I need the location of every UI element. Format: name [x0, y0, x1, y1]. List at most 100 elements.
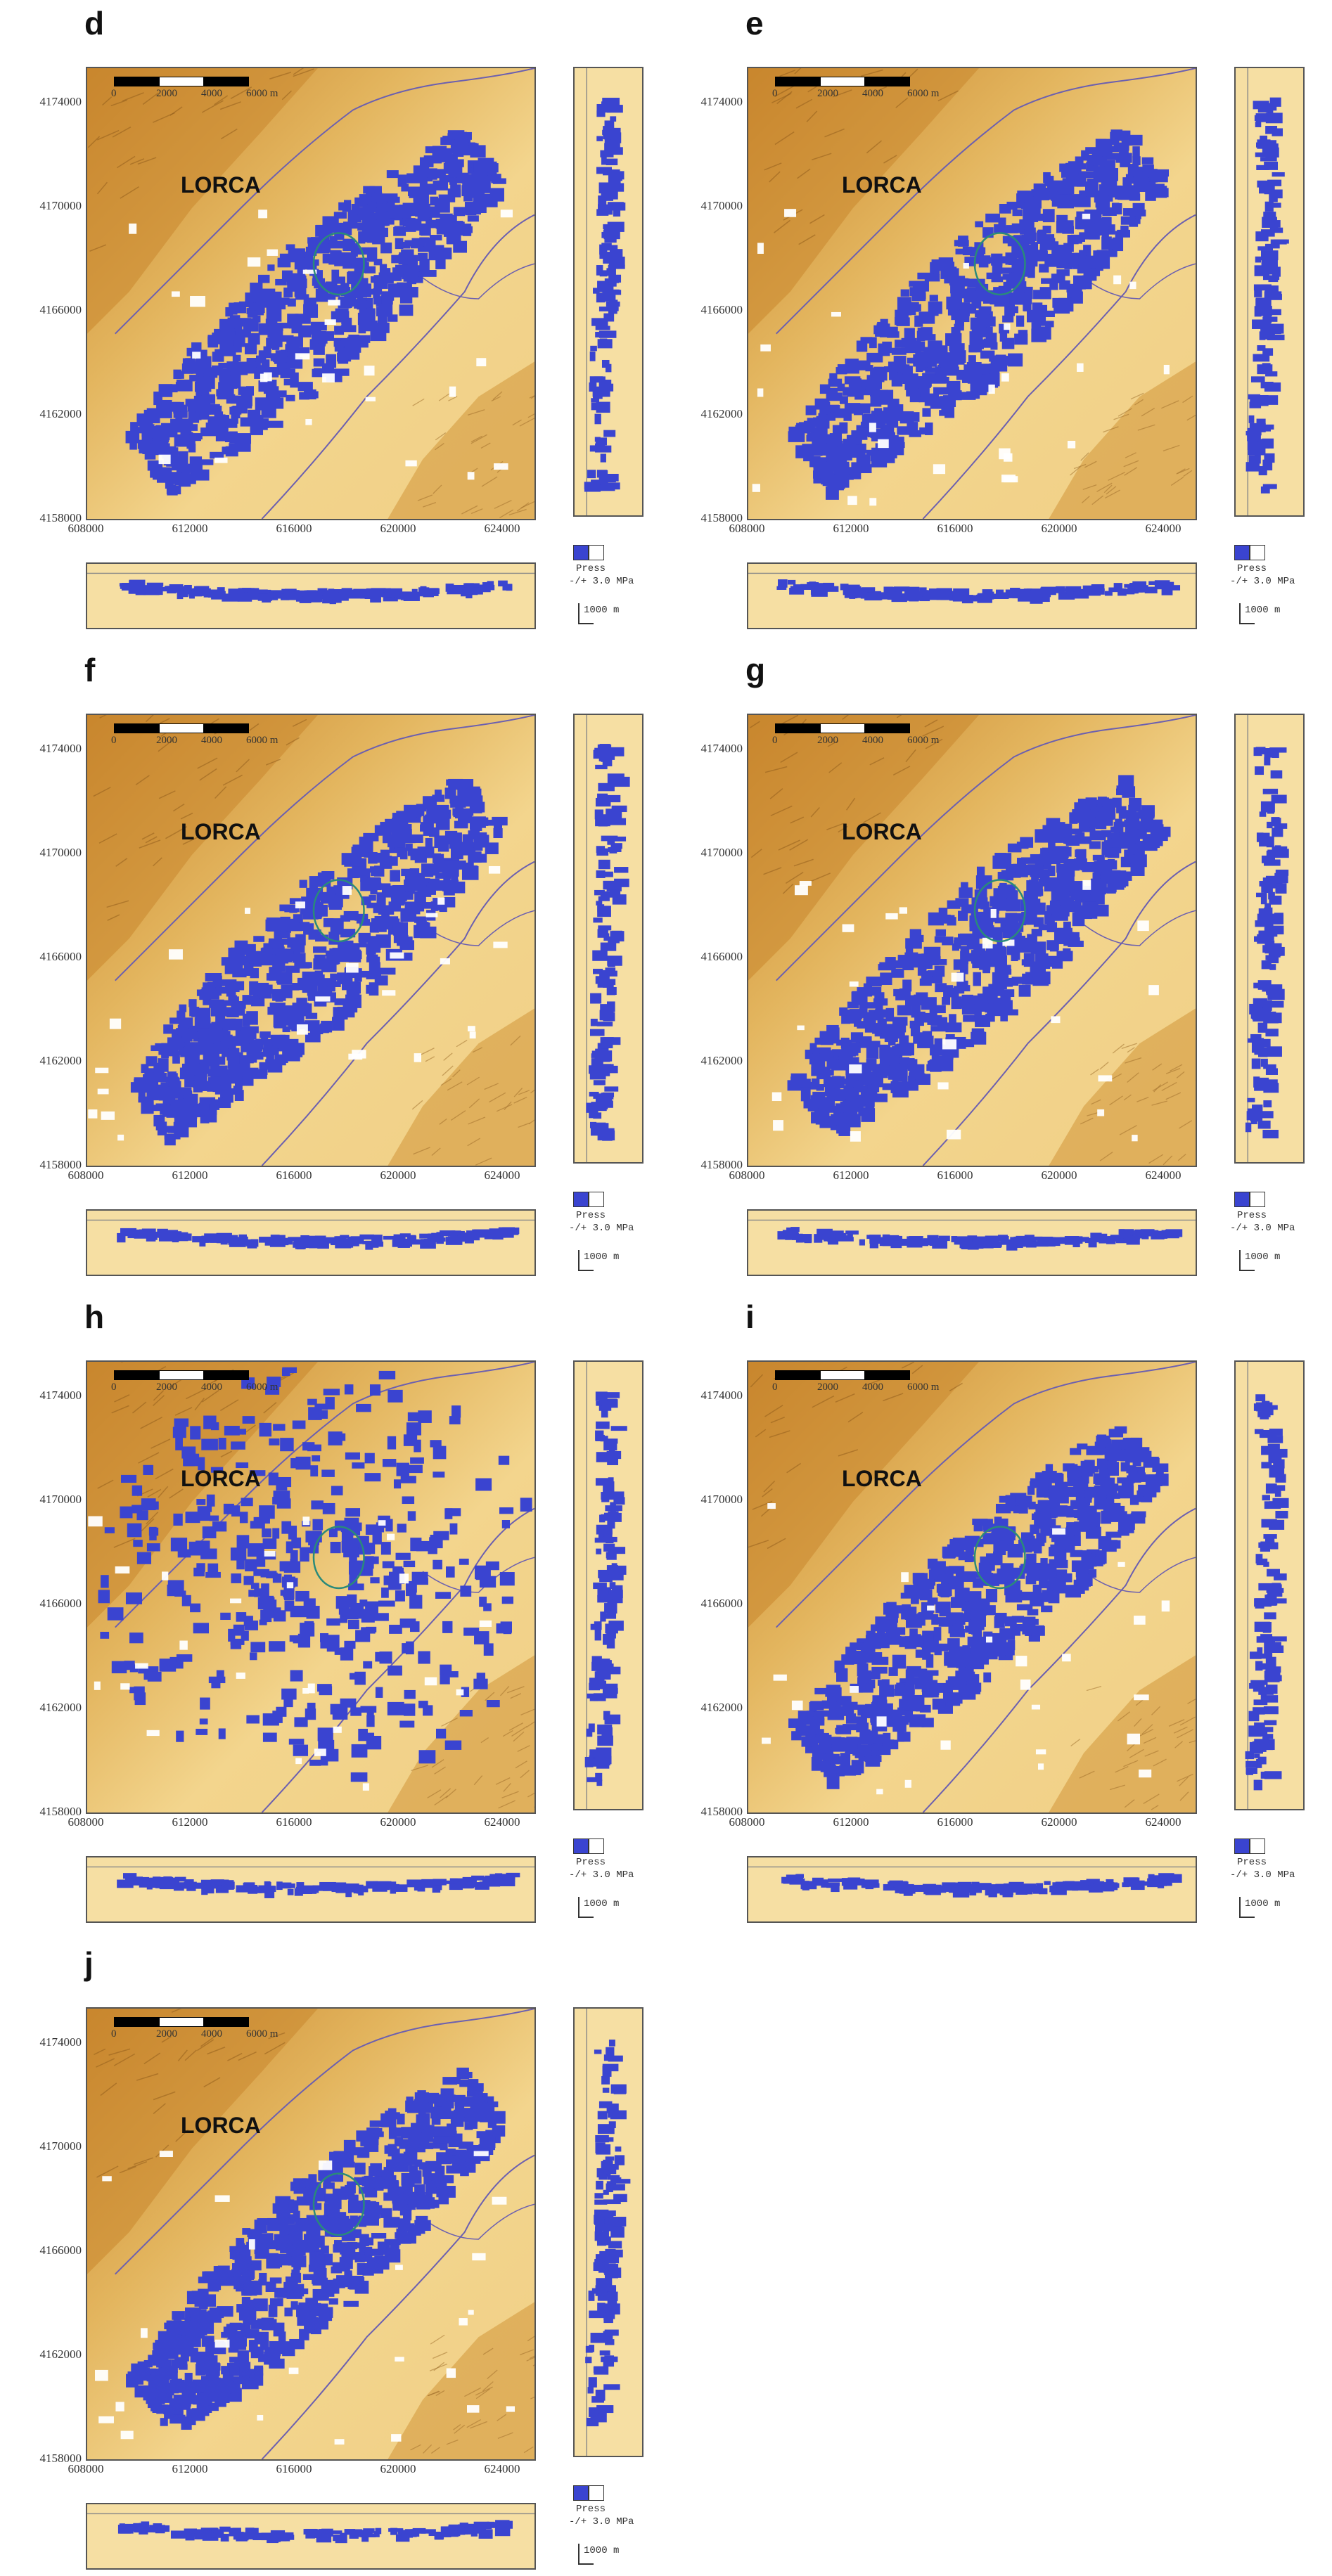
hillshade-stroke: [1099, 1062, 1109, 1070]
ns-anomaly-cell: [591, 318, 608, 326]
ew-anomaly-cell: [1132, 1235, 1141, 1240]
ew-anomaly-cell: [229, 1237, 244, 1244]
cross-section-ew: [86, 1856, 536, 1923]
ns-anomaly-cell: [1265, 921, 1274, 928]
ns-anomaly-cell: [1275, 869, 1289, 876]
ns-anomaly-cell: [606, 1001, 615, 1012]
ew-anomaly-cell: [1167, 1232, 1179, 1239]
hillshade-stroke: [864, 1379, 881, 1386]
hillshade-stroke: [911, 1365, 923, 1374]
y-tick-label: 4162000: [39, 407, 82, 420]
ew-anomaly-cell: [347, 1883, 354, 1888]
ns-anomaly-cell: [602, 1593, 613, 1601]
no-data-cell: [1051, 1016, 1061, 1024]
scale-bar-segment: [820, 1370, 865, 1380]
ew-anomaly-cell: [1093, 1883, 1108, 1891]
ns-anomaly-cell: [1274, 849, 1289, 858]
hillshade-stroke: [113, 1538, 136, 1548]
ew-anomaly-cell: [393, 1234, 404, 1243]
no-data-cell: [305, 418, 312, 425]
ns-anomaly-cell: [607, 2175, 616, 2180]
no-data-cell: [1097, 1109, 1105, 1116]
hillshade-stroke: [433, 2362, 445, 2371]
hillshade-stroke: [423, 502, 437, 508]
hillshade-stroke: [511, 1726, 527, 1737]
depth-scale-bar: [578, 2544, 579, 2565]
ns-anomaly-cell: [598, 205, 607, 212]
no-data-cell: [102, 2176, 112, 2182]
ew-anomaly-cell: [278, 593, 287, 598]
ew-anomaly-cell: [373, 2531, 380, 2537]
cross-section-ew-canvas: [87, 1866, 534, 1898]
ns-anomaly-cell: [1258, 1583, 1273, 1591]
ns-anomaly-cell: [1275, 1485, 1286, 1491]
ns-anomaly-cell: [596, 818, 608, 825]
ns-anomaly-cell: [1268, 1405, 1278, 1410]
ew-anomaly-cell: [161, 2525, 170, 2532]
ns-anomaly-cell: [593, 288, 600, 294]
hillshade-stroke: [873, 86, 888, 94]
no-data-cell: [1139, 1769, 1152, 1778]
ew-anomaly-cell: [337, 1240, 354, 1248]
ew-anomaly-cell: [262, 2534, 275, 2540]
cross-section-ns-canvas: [585, 2009, 631, 2456]
hillshade-stroke: [184, 2049, 197, 2061]
cross-section-ns-canvas: [584, 68, 626, 515]
hillshade-stroke: [473, 1775, 483, 1786]
no-data-cell: [446, 2368, 456, 2378]
hillshade-stroke: [137, 157, 157, 165]
ew-anomaly-cell: [288, 1237, 304, 1242]
depth-scale-label: 1000 m: [584, 1898, 620, 1910]
ew-anomaly-cell: [345, 1888, 352, 1898]
y-tick-label: 4162000: [39, 2348, 82, 2361]
ew-anomaly-cell: [191, 1882, 208, 1889]
no-data-cell: [752, 484, 760, 492]
hillshade-stroke: [1084, 461, 1097, 468]
hillshade-stroke: [896, 715, 902, 719]
ns-anomaly-cell: [593, 1693, 606, 1701]
ns-anomaly-cell: [1255, 321, 1271, 328]
ns-anomaly-cell: [600, 891, 618, 898]
ns-anomaly-cell: [1272, 128, 1283, 136]
ns-anomaly-cell: [1259, 1653, 1267, 1659]
ew-anomaly-cell: [1080, 1883, 1089, 1888]
y-tick-label: 4158000: [39, 1158, 82, 1171]
no-data-cell: [88, 1109, 98, 1119]
hillshade-stroke: [293, 68, 305, 75]
hillshade-stroke: [1118, 408, 1132, 417]
hillshade-stroke: [496, 1104, 513, 1112]
hillshade-stroke: [146, 1512, 159, 1525]
no-data-cell: [1004, 323, 1011, 330]
epicentre-ellipse: [312, 879, 365, 943]
hillshade-stroke: [132, 1401, 147, 1414]
ew-anomaly-cell: [824, 1235, 830, 1242]
ns-anomaly-cell: [596, 209, 609, 216]
no-data-cell: [1077, 363, 1084, 372]
hillshade-stroke: [1096, 482, 1113, 492]
legend-swatch-positive: [589, 2485, 604, 2501]
ns-anomaly-cell: [615, 2146, 622, 2152]
hillshade-stroke: [114, 1394, 130, 1403]
x-tick-label: 624000: [1145, 522, 1181, 535]
no-data-cell: [115, 1566, 130, 1574]
place-label: LORCA: [842, 819, 922, 844]
ns-anomaly-cell: [599, 1010, 614, 1021]
fault-line-south: [261, 214, 534, 519]
cross-section-ew-canvas: [748, 1219, 1196, 1251]
scale-bar-segment: [114, 2017, 159, 2027]
ew-anomaly-cell: [406, 1235, 416, 1244]
no-data-cell: [494, 463, 508, 470]
no-data-cell: [1134, 1616, 1146, 1625]
no-data-cell: [469, 1031, 476, 1039]
scale-bar-label: 4000: [201, 2028, 222, 2040]
cross-section-ew-canvas: [87, 2513, 534, 2544]
hillshade-stroke: [770, 805, 793, 816]
ns-anomaly-cell: [590, 993, 602, 1004]
no-data-cell: [362, 1783, 369, 1791]
ew-anomaly-cell: [217, 587, 225, 593]
y-tick-label: 4174000: [700, 1389, 743, 1402]
ns-anomaly-cell: [601, 1496, 610, 1502]
ns-anomaly-cell: [594, 2209, 609, 2216]
ns-anomaly-cell: [607, 956, 615, 967]
no-data-cell: [120, 1683, 130, 1690]
